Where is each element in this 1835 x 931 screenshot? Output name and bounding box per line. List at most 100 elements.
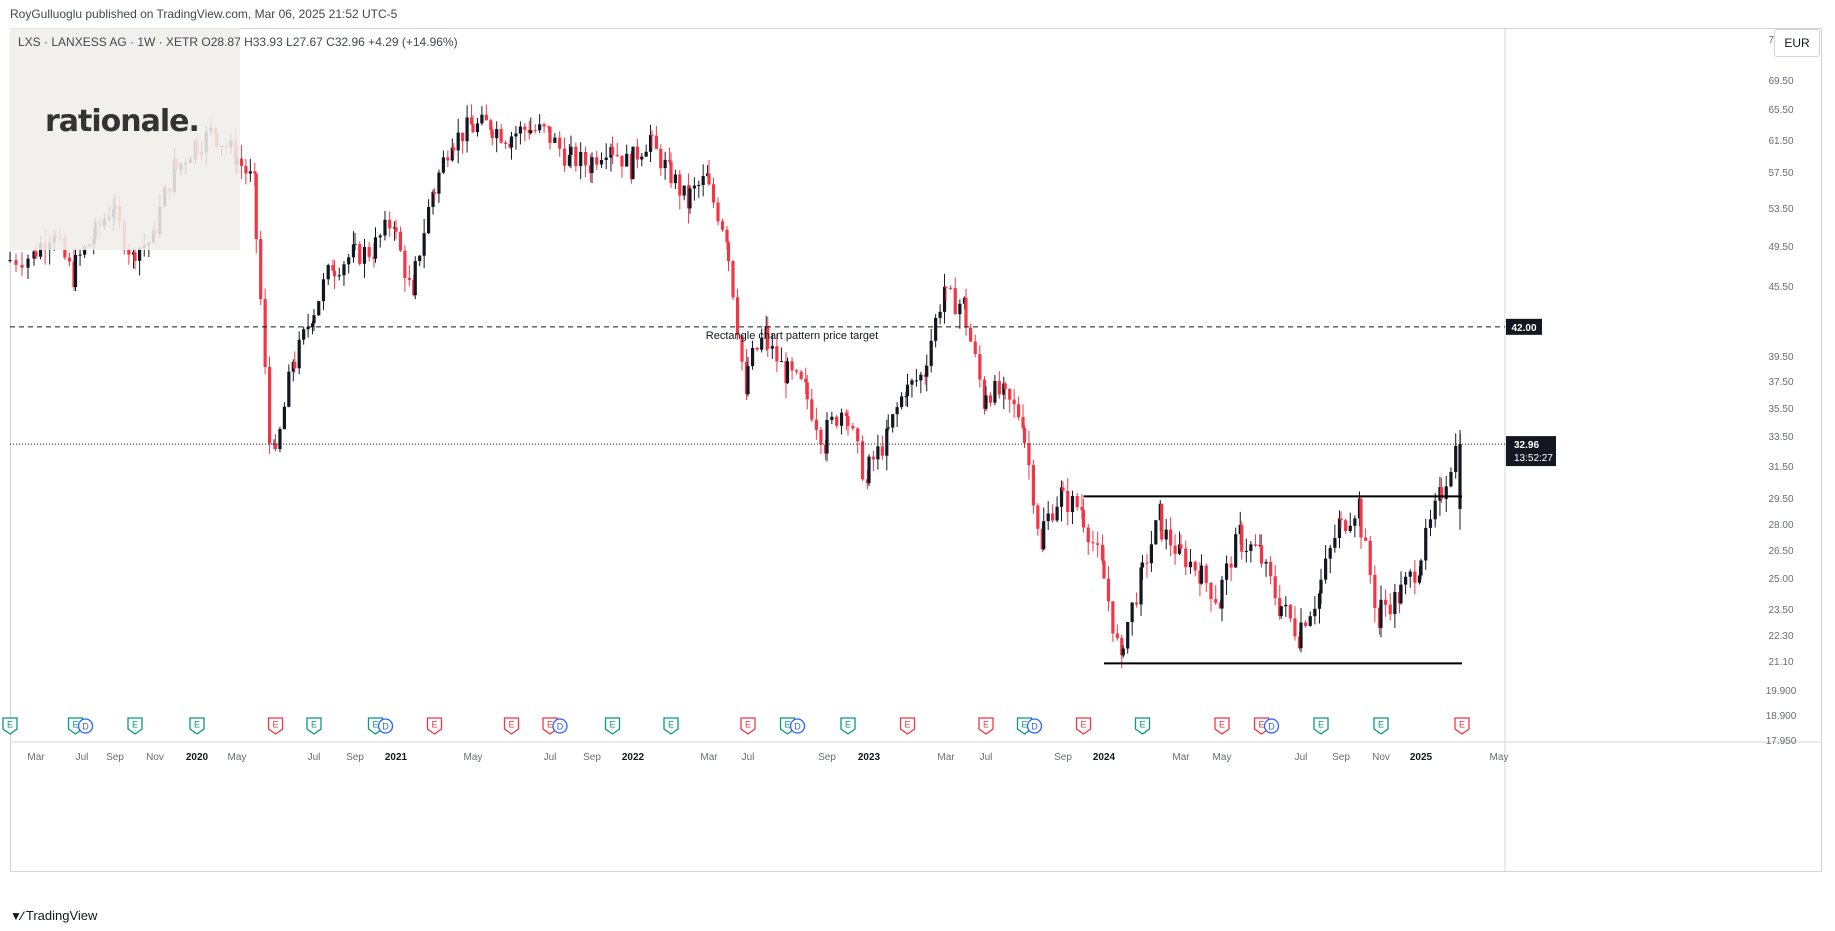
candle — [1086, 523, 1090, 555]
candle — [337, 267, 341, 281]
candle — [1139, 562, 1143, 616]
candle — [1111, 601, 1115, 643]
candle — [984, 386, 988, 412]
candle — [533, 124, 537, 134]
y-tick-label: 57.50 — [1768, 168, 1793, 179]
candle — [810, 388, 814, 423]
candle — [919, 372, 923, 394]
candle — [1220, 575, 1224, 622]
candle — [895, 402, 899, 428]
candle — [321, 273, 326, 310]
y-tick-label: 31.50 — [1768, 462, 1793, 473]
earnings-icon[interactable]: E — [899, 717, 916, 735]
candle — [1229, 556, 1233, 581]
dividend-icon[interactable]: D — [377, 718, 394, 734]
svg-text:E: E — [508, 720, 514, 730]
earnings-icon[interactable]: E — [189, 717, 205, 735]
candle — [1106, 566, 1111, 612]
candle — [244, 159, 248, 185]
earnings-icon[interactable]: E — [1214, 717, 1230, 735]
candle — [548, 126, 552, 150]
earnings-icon[interactable]: E — [978, 717, 994, 735]
footer[interactable]: ▼⁄ TradingView — [10, 908, 97, 923]
earnings-icon[interactable]: E — [267, 717, 284, 735]
x-tick-label: Sep — [346, 752, 364, 763]
candle — [358, 241, 362, 266]
earnings-icon[interactable]: E — [306, 717, 322, 735]
candle — [610, 136, 615, 165]
candle — [1288, 603, 1292, 623]
earnings-icon[interactable]: E — [503, 717, 520, 735]
x-tick-label: 2023 — [858, 752, 881, 763]
earnings-icon[interactable]: E — [2, 717, 18, 735]
candle — [471, 115, 475, 134]
dividend-icon[interactable]: D — [1263, 718, 1280, 734]
earnings-icon[interactable]: E — [740, 717, 756, 735]
svg-text:13:52:27: 13:52:27 — [1514, 453, 1553, 464]
candle — [755, 346, 759, 352]
candle — [1424, 518, 1428, 570]
earnings-icon[interactable]: E — [1373, 717, 1389, 735]
candle — [1449, 467, 1453, 488]
svg-text:D: D — [382, 722, 389, 732]
x-tick-label: Jul — [742, 752, 755, 763]
dividend-icon[interactable]: D — [77, 718, 94, 734]
earnings-icon[interactable]: E — [840, 717, 856, 735]
candle — [469, 104, 474, 125]
candle — [558, 131, 562, 157]
candle — [978, 345, 982, 388]
candle — [740, 334, 744, 371]
price-labels: 42.00 32.96 13:52:27 — [1506, 318, 1556, 467]
dividend-icon[interactable]: D — [1026, 718, 1043, 734]
candle — [518, 121, 522, 145]
candle — [1428, 509, 1433, 537]
candle — [1096, 531, 1100, 558]
candle — [553, 133, 557, 144]
svg-text:D: D — [1031, 722, 1038, 732]
earnings-icon[interactable]: E — [127, 717, 143, 735]
candle — [426, 199, 431, 235]
symbol-name[interactable]: LXS · LANXESS AG · 1W · XETR — [18, 35, 199, 49]
candle — [949, 285, 953, 291]
svg-text:E: E — [1139, 720, 1145, 730]
candle — [514, 126, 518, 150]
candle — [1313, 596, 1317, 625]
dividend-icon[interactable]: D — [789, 718, 806, 734]
earnings-icon[interactable]: E — [426, 717, 443, 735]
candle — [1419, 558, 1423, 580]
candle — [876, 434, 880, 470]
earnings-icon[interactable]: E — [663, 717, 679, 735]
y-tick-label: 49.50 — [1768, 242, 1793, 253]
candle — [456, 118, 460, 164]
candle — [867, 454, 871, 487]
earnings-icon[interactable]: E — [1134, 717, 1151, 735]
candle — [964, 288, 968, 336]
candle — [583, 146, 588, 178]
svg-text:E: E — [1258, 720, 1264, 730]
candle — [880, 435, 884, 460]
candle — [1134, 592, 1139, 608]
svg-text:D: D — [82, 722, 89, 732]
earnings-icon[interactable]: E — [1313, 717, 1329, 735]
chart-frame — [10, 28, 1822, 872]
candle — [1359, 496, 1363, 549]
candle — [1075, 492, 1079, 511]
earnings-icon[interactable]: E — [1075, 717, 1092, 735]
candle — [1081, 498, 1086, 533]
earnings-icon[interactable]: E — [604, 717, 621, 735]
candle — [766, 316, 770, 357]
candle — [499, 123, 503, 144]
candle — [1284, 596, 1288, 617]
candle — [953, 277, 957, 315]
candle — [750, 340, 755, 370]
earnings-icon[interactable]: E — [1454, 717, 1470, 735]
svg-text:E: E — [1378, 720, 1384, 730]
candle — [735, 288, 740, 340]
candle — [678, 170, 682, 210]
annotation-text[interactable]: Rectangle chart pattern price target — [706, 330, 878, 342]
currency-button[interactable]: EUR — [1774, 29, 1820, 57]
publisher-line: RoyGulluoglu published on TradingView.co… — [10, 7, 398, 21]
dividend-icon[interactable]: D — [552, 718, 568, 734]
candle — [775, 334, 779, 373]
